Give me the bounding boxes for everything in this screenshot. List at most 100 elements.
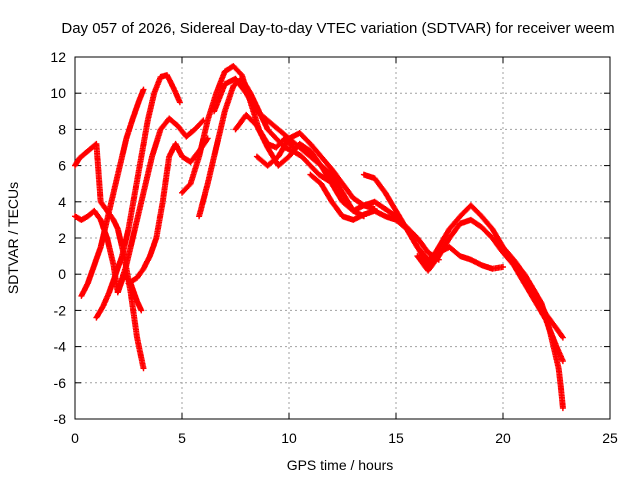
data-point (557, 367, 560, 370)
data-point (373, 200, 376, 203)
data-point (93, 263, 96, 267)
data-point (448, 227, 451, 231)
data-point (319, 182, 323, 185)
data-point (330, 182, 333, 185)
data-point (142, 191, 145, 194)
data-point (95, 316, 98, 319)
data-point (501, 251, 505, 254)
data-point (206, 137, 209, 140)
data-point (384, 215, 387, 218)
data-point (341, 191, 344, 194)
data-point (287, 155, 291, 158)
x-tick-label: 25 (602, 430, 618, 446)
data-point (95, 142, 98, 146)
data-point (255, 124, 259, 127)
data-point (491, 267, 494, 270)
data-point (127, 282, 130, 285)
data-point (189, 182, 192, 185)
data-point (105, 236, 109, 240)
data-point (561, 359, 565, 363)
data-point (99, 218, 102, 222)
data-point (319, 155, 323, 158)
data-point (142, 88, 145, 91)
data-point (469, 218, 473, 222)
data-point (319, 164, 323, 167)
chart-title: Day 057 of 2026, Sidereal Day-to-day VTE… (61, 20, 614, 37)
data-point (101, 305, 105, 308)
data-point (255, 155, 259, 158)
series-trace-3 (78, 86, 147, 299)
data-point (277, 128, 280, 131)
data-point (178, 101, 182, 104)
data-point (561, 336, 565, 339)
data-point (138, 99, 141, 102)
y-tick-label: -6 (54, 375, 67, 391)
data-point (555, 327, 558, 330)
data-point (73, 164, 77, 167)
data-point (142, 267, 145, 270)
data-point (459, 215, 462, 218)
data-point (118, 164, 122, 167)
data-point (212, 110, 216, 113)
data-point (159, 128, 162, 131)
y-tick-label: -2 (54, 302, 67, 318)
y-tick-label: 8 (58, 121, 66, 137)
data-point (352, 218, 355, 222)
data-point (330, 168, 333, 171)
data-point (362, 173, 366, 176)
data-point (426, 251, 430, 254)
data-point (108, 291, 111, 294)
y-tick-label: 10 (50, 85, 66, 101)
data-point (112, 263, 115, 267)
data-point (416, 236, 419, 240)
x-tick-label: 10 (281, 430, 297, 446)
data-point (234, 77, 237, 80)
data-point (234, 128, 237, 131)
data-point (73, 215, 77, 218)
data-point (298, 131, 301, 135)
data-point (298, 142, 301, 146)
data-point (266, 128, 269, 131)
data-point (180, 191, 184, 194)
data-point (245, 113, 248, 117)
data-point (125, 137, 128, 140)
series-trace-6 (125, 135, 211, 287)
data-point (202, 119, 205, 122)
data-point (277, 164, 280, 167)
y-axis-label: SDTVAR / TECUs (5, 182, 21, 294)
data-point (206, 119, 209, 122)
data-point (300, 155, 304, 158)
data-point (448, 236, 451, 240)
series-trace-15 (506, 253, 566, 412)
data-point (274, 137, 278, 140)
data-point (437, 245, 440, 249)
data-point (341, 215, 344, 218)
data-point (93, 209, 96, 213)
data-point (167, 117, 171, 120)
data-point (172, 86, 175, 89)
data-point (223, 110, 226, 113)
data-point (140, 309, 143, 312)
data-point (330, 173, 333, 176)
data-point (99, 245, 102, 249)
data-point (116, 227, 120, 231)
data-point (152, 92, 156, 95)
data-point (480, 263, 483, 267)
data-point (531, 287, 535, 290)
data-point (548, 330, 552, 334)
x-tick-label: 5 (178, 430, 186, 446)
data-point (559, 385, 562, 388)
data-point (167, 155, 171, 158)
data-point (362, 213, 366, 216)
data-point (287, 137, 291, 140)
data-point (206, 182, 209, 185)
series-trace-14 (414, 216, 566, 365)
x-tick-label: 0 (71, 430, 79, 446)
data-point (112, 218, 115, 222)
data-point (437, 254, 440, 258)
data-point (245, 92, 248, 95)
data-point (142, 367, 145, 370)
data-point (185, 135, 188, 138)
data-point (561, 406, 565, 410)
